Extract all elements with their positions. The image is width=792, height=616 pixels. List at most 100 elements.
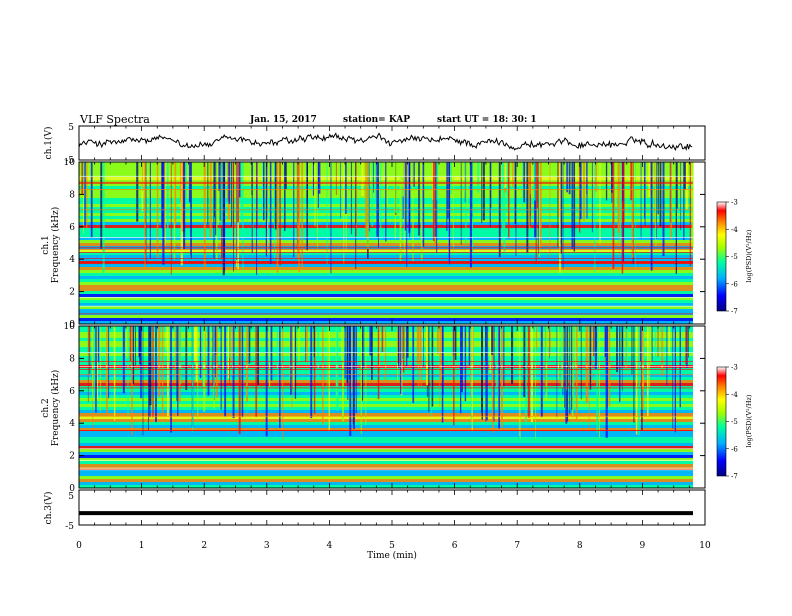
spectrogram-streak <box>181 162 183 232</box>
spectrogram-streak <box>569 326 571 414</box>
spectrogram-band <box>79 422 693 426</box>
ch1-ytick-top: 5 <box>68 123 74 133</box>
spectrogram-line <box>79 237 693 238</box>
spectrogram-streak <box>573 326 575 406</box>
spectrogram-streak <box>282 326 284 440</box>
spectrogram-streak <box>460 162 462 245</box>
spectrogram-streak <box>380 162 382 240</box>
colorbar-tick-label: -5 <box>731 418 738 426</box>
ch2-spectrogram-image <box>79 326 693 489</box>
spectrogram-streak <box>322 326 324 425</box>
spectrogram-streak <box>239 162 241 198</box>
spectrogram-streak <box>135 326 136 366</box>
colorbar-tick-label: -7 <box>731 473 738 481</box>
colorbar-tick-label: -5 <box>731 253 738 261</box>
spectrogram-streak <box>179 326 180 372</box>
spectrogram-streak <box>586 326 588 403</box>
header-date: Jan. 15, 2017 <box>249 115 317 125</box>
spectrogram-band <box>79 416 693 420</box>
spectrogram-streak <box>561 326 563 388</box>
spectrogram-streak <box>436 162 438 254</box>
xtick-label: 2 <box>201 541 207 551</box>
xtick-label: 1 <box>139 541 145 551</box>
spectrogram-line <box>79 305 693 307</box>
spectrogram-streak <box>670 162 672 240</box>
spectrogram-streak <box>238 326 241 434</box>
spectrogram-line <box>79 252 693 253</box>
ytick-label: 10 <box>64 322 76 332</box>
spectrogram-band <box>79 258 693 262</box>
spectrogram-streak <box>412 162 415 187</box>
spectrogram-streak <box>647 326 649 418</box>
spectrogram-streak <box>535 162 537 264</box>
spectrogram-streak <box>401 162 403 228</box>
spectrogram-streak <box>155 326 157 423</box>
spectrogram-streak <box>537 162 539 254</box>
spectrogram-streak <box>599 326 600 438</box>
spectrogram-streak <box>236 162 238 261</box>
spectrogram-streak <box>237 162 239 223</box>
spectrogram-streak <box>514 162 517 225</box>
spectrogram-streak <box>685 326 688 365</box>
spectrogram-streak <box>489 326 491 373</box>
x-axis-label: Time (min) <box>367 550 417 561</box>
spectrogram-streak <box>490 162 492 208</box>
spectrogram-line <box>79 313 693 315</box>
spectrogram-streak <box>635 326 638 435</box>
spectrogram-streak <box>658 326 660 354</box>
spectrogram-streak <box>233 162 234 272</box>
spectrogram-streak <box>536 162 538 209</box>
spectrogram-streak <box>152 326 154 418</box>
spectrogram-band <box>79 264 693 268</box>
ytick-label: 8 <box>69 354 75 364</box>
spectrogram-streak <box>672 326 674 429</box>
spectrogram-streak <box>174 326 176 382</box>
spectrogram-streak <box>685 162 688 210</box>
spectrogram-band <box>79 473 693 477</box>
spectrogram-streak <box>366 162 369 249</box>
xtick-label: 8 <box>577 541 583 551</box>
ch3-ytick-top: 5 <box>68 492 74 502</box>
spectrogram-streak <box>621 326 624 367</box>
spectrogram-streak <box>301 162 303 269</box>
xtick-label: 9 <box>640 541 646 551</box>
spectrogram-streak <box>545 326 548 401</box>
spectrogram-band <box>79 240 693 244</box>
spectrogram-streak <box>185 326 188 391</box>
spectrogram-streak <box>88 326 90 352</box>
spectrogram-streak <box>406 162 408 267</box>
spectrogram-line <box>79 469 693 471</box>
spectrogram-streak <box>345 162 347 214</box>
spectrogram-streak <box>127 326 129 416</box>
spectrogram-streak <box>257 326 259 386</box>
spectrogram-streak <box>265 162 268 257</box>
spectrogram-streak <box>406 326 408 367</box>
spectrogram-band <box>79 291 693 295</box>
spectrogram-band <box>79 389 693 393</box>
ch3-ylabel: ch.3(V) <box>43 492 54 525</box>
spectrogram-streak <box>596 326 599 433</box>
spectrogram-streak <box>100 162 103 249</box>
spectrogram-streak <box>336 326 339 411</box>
spectrogram-streak <box>469 162 472 268</box>
spectrogram-streak <box>574 326 576 368</box>
spectrogram-streak <box>161 326 164 417</box>
spectrogram-streak <box>207 326 210 396</box>
spectrogram-streak <box>528 162 531 195</box>
spectrogram-streak <box>330 162 332 274</box>
spectrogram-streak <box>297 162 299 260</box>
spectrogram-streak <box>343 162 345 264</box>
spectrogram-streak <box>688 326 689 358</box>
spectrogram-line <box>79 246 693 248</box>
spectrogram-streak <box>453 326 455 426</box>
spectrogram-streak <box>399 162 402 261</box>
spectrogram-streak <box>266 162 268 219</box>
spectrogram-streak <box>518 326 520 437</box>
spectrogram-streak <box>619 162 622 244</box>
spectrogram-streak <box>203 162 206 270</box>
spectrogram-streak <box>503 162 506 252</box>
spectrogram-band <box>79 276 693 280</box>
spectrogram-streak <box>604 326 606 357</box>
spectrogram-band <box>79 270 693 274</box>
spectrogram-streak <box>416 326 419 364</box>
